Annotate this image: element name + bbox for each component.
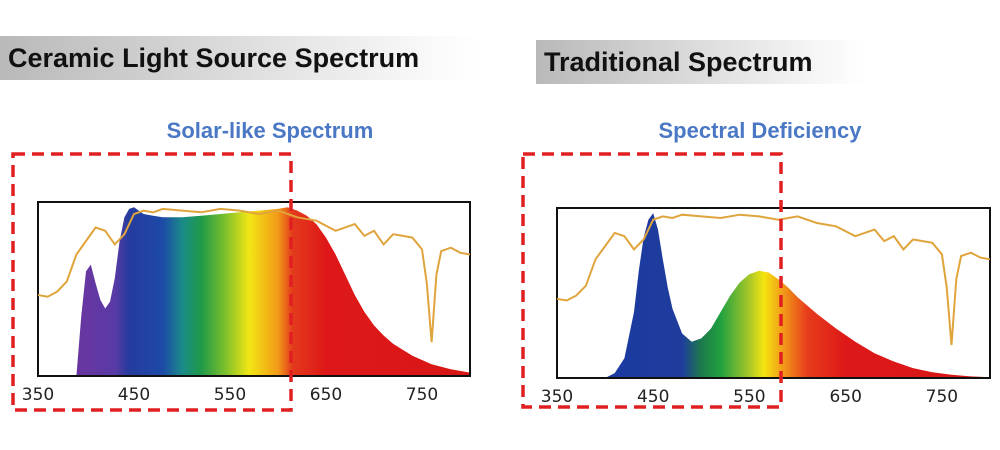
x-tick-label: 350 <box>22 385 54 405</box>
chart-right: 350 450 550 650 750 <box>521 152 991 409</box>
x-tick-label: 550 <box>733 387 765 407</box>
x-tick-label: 750 <box>926 387 958 407</box>
plot-frame <box>37 201 471 377</box>
x-tick-label: 450 <box>637 387 669 407</box>
chart-title-solar-like: Solar-like Spectrum <box>166 118 374 143</box>
ceramic-spectrum-area <box>76 207 471 376</box>
x-tick-label: 650 <box>310 385 342 405</box>
chart-title-spectral-deficiency: Spectral Deficiency <box>658 118 862 143</box>
x-tick-label: 750 <box>406 385 438 405</box>
traditional-spectrum-area <box>605 213 990 378</box>
x-tick-label: 650 <box>829 387 861 407</box>
highlight-box <box>11 152 293 412</box>
sunlight-reference-line <box>556 213 991 346</box>
traditional-spectrum-heading: Traditional Spectrum <box>536 40 866 84</box>
sunlight-reference-line <box>37 207 471 343</box>
chart-left: 350 450 550 650 750 <box>11 152 471 412</box>
plot-frame <box>556 207 991 379</box>
x-tick-label: 350 <box>541 387 573 407</box>
ceramic-spectrum-heading: Ceramic Light Source Spectrum <box>0 36 478 80</box>
highlight-box <box>521 152 783 409</box>
x-tick-label: 550 <box>214 385 246 405</box>
x-tick-label: 450 <box>118 385 150 405</box>
